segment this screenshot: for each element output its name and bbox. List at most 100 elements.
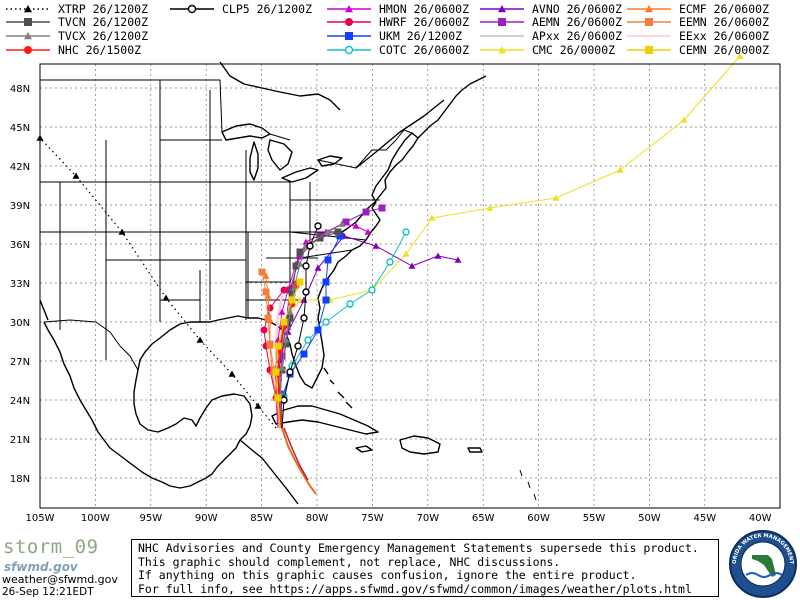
legend-label: HMON 26/0600Z	[379, 2, 470, 16]
disclaimer-line-4[interactable]: For full info, see https://apps.sfwmd.go…	[138, 581, 692, 596]
legend-swatch	[627, 5, 671, 13]
disclaimer-line-2: This graphic should complement, not repl…	[138, 554, 561, 569]
legend-swatch	[6, 46, 50, 54]
legend-swatch	[170, 4, 214, 14]
track-marker	[316, 234, 324, 242]
disclaimer-line-1: NHC Advisories and County Emergency Mana…	[138, 541, 699, 555]
track-marker	[118, 228, 126, 235]
track-marker	[266, 340, 274, 348]
track-marker	[552, 194, 560, 201]
track-marker	[368, 286, 376, 294]
st-lawrence	[355, 99, 445, 169]
lon-tick-label: 85W	[250, 513, 273, 524]
legend-label: CEMN 26/0000Z	[679, 43, 770, 57]
track-marker	[364, 228, 372, 235]
storm-name: storm_09	[3, 536, 99, 558]
florida-shape	[752, 555, 776, 577]
track-marker	[290, 284, 298, 291]
track-marker	[324, 256, 332, 264]
track-marker	[286, 368, 294, 376]
track-marker	[196, 336, 204, 343]
track-marker	[322, 278, 330, 286]
legend-label: TVCN 26/1200Z	[58, 15, 149, 29]
lat-tick-label: 27N	[10, 357, 30, 368]
track-marker	[296, 278, 304, 286]
track-marker	[258, 268, 266, 276]
legend-label: HWRF 26/0600Z	[379, 15, 470, 29]
legend-swatch	[480, 35, 524, 37]
track-marker	[262, 272, 270, 279]
lat-tick-label: 24N	[10, 396, 30, 407]
track-marker	[402, 228, 410, 236]
track-marker	[280, 396, 288, 404]
lon-tick-label: 90W	[195, 513, 218, 524]
lon-tick-label: 100W	[81, 513, 110, 524]
mexico-us-border	[43, 319, 139, 371]
legend-swatch	[480, 5, 524, 13]
legend-swatch	[480, 46, 524, 54]
bahamas	[323, 367, 353, 409]
lon-tick-label: 65W	[472, 513, 495, 524]
track-marker	[345, 32, 353, 40]
axis-labels: 105W 100W 95W 90W 85W 80W 75W 70W 65W 60W 55W 50W 45…	[10, 84, 772, 524]
model-tracks	[36, 52, 744, 495]
sfwmd-logo-text: sfwmd.gov	[4, 560, 78, 574]
track-marker	[352, 222, 360, 229]
track-marker	[322, 318, 330, 326]
disclaimer-line-3: If anything on this graphic causes confu…	[138, 568, 637, 583]
track-marker	[274, 394, 282, 402]
us-coastline	[137, 132, 419, 389]
track-marker	[498, 5, 506, 13]
track-marker	[345, 18, 353, 26]
water-waves	[745, 572, 783, 578]
legend-label: AVNO 26/0600Z	[532, 2, 623, 16]
track-marker	[324, 228, 332, 235]
legend-swatch	[627, 46, 671, 54]
track-marker	[498, 18, 506, 26]
track-marker	[278, 352, 286, 360]
track-marker	[286, 308, 294, 315]
track-marker	[338, 220, 346, 227]
track-marker	[736, 52, 744, 59]
hispaniola	[399, 435, 441, 455]
track-marker	[228, 370, 236, 377]
legend-label: ECMF 26/0600Z	[679, 2, 770, 16]
track-marker	[402, 250, 410, 257]
track-marker	[680, 116, 688, 123]
track-marker	[362, 208, 370, 216]
track-marker	[616, 166, 624, 173]
lon-tick-label: 105W	[26, 513, 55, 524]
legend-label: APxx 26/0600Z	[532, 29, 623, 43]
lat-tick-label: 18N	[10, 474, 30, 485]
legend-swatch	[6, 32, 50, 40]
track-marker	[274, 342, 282, 350]
legend-label: AEMN 26/0600Z	[532, 15, 623, 29]
track-marker	[314, 222, 322, 230]
track-marker	[345, 5, 353, 13]
legend-label: COTC 26/0600Z	[379, 43, 470, 57]
disclaimer-box: NHC Advisories and County Emergency Mana…	[131, 539, 719, 597]
track-marker	[334, 228, 342, 236]
legend-swatch	[327, 32, 371, 40]
track-marker	[346, 300, 354, 308]
track-marker	[344, 45, 354, 55]
track-marker	[300, 314, 308, 322]
lon-tick-label: 45W	[693, 513, 716, 524]
legend-swatch	[327, 18, 371, 26]
track-marker	[286, 314, 294, 322]
track-marker	[296, 260, 304, 267]
canada-coast	[417, 75, 487, 139]
legend-swatch	[6, 5, 50, 13]
lake-michigan	[249, 141, 259, 181]
legend-swatch	[627, 18, 671, 26]
track-marker	[306, 242, 314, 250]
track-avno	[274, 232, 462, 431]
track-marker	[645, 5, 653, 13]
track-marker	[266, 304, 274, 312]
track-marker	[454, 256, 462, 263]
track-clp5	[280, 222, 322, 429]
contact-email[interactable]: weather@sfwmd.gov	[2, 573, 118, 586]
track-marker	[278, 308, 286, 315]
track-marker	[274, 336, 282, 343]
